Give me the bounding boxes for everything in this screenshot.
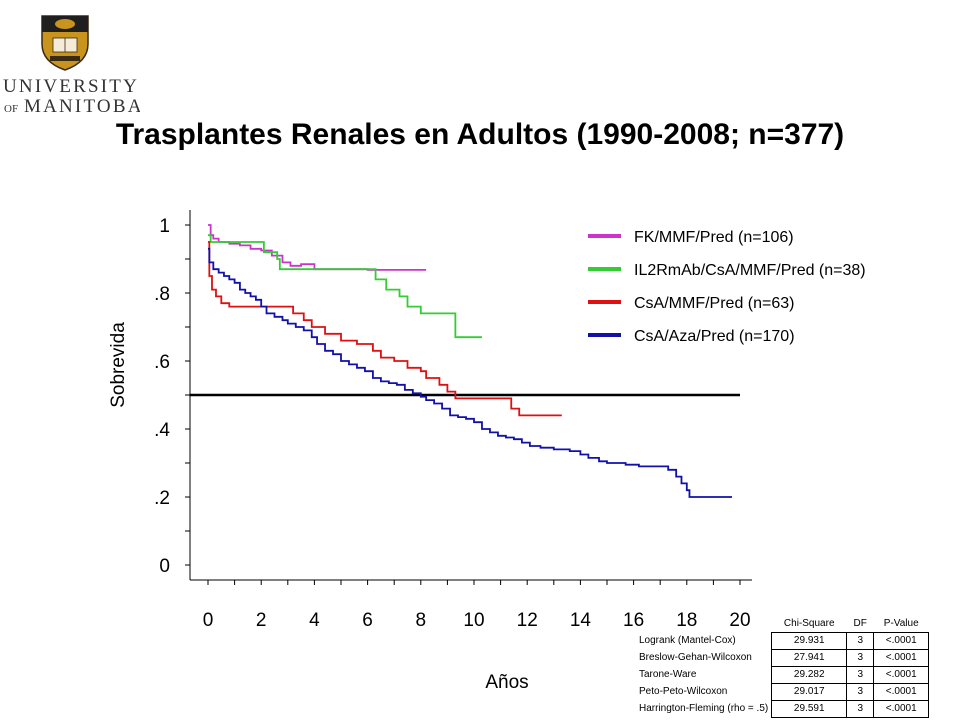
y-tick-label: .2: [154, 488, 170, 509]
stats-test-name: Breslow-Gehan-Wilcoxon: [639, 652, 752, 663]
legend-label: IL2RmAb/CsA/MMF/Pred (n=38): [634, 262, 866, 279]
y-tick-label: .8: [154, 284, 170, 305]
legend-label: CsA/MMF/Pred (n=63): [634, 295, 794, 312]
stats-header-chi: Chi-Square: [783, 618, 835, 629]
stats-df: 3: [846, 632, 875, 650]
stats-header-p: P-Value: [883, 618, 919, 629]
chart-series: [208, 224, 733, 498]
x-axis-label: Años: [485, 672, 528, 693]
stats-test-name: Tarone-Ware: [639, 669, 697, 680]
x-tick-label: 18: [676, 610, 697, 631]
stats-test-name: Peto-Peto-Wilcoxon: [639, 686, 728, 697]
chart-axes: 0.2.4.6.810 2 4 6 8 10 12 14 16 18 20: [154, 210, 752, 631]
stats-row: Tarone-Ware 29.282 3 <.0001: [636, 666, 930, 684]
stats-chi-square: 27.941: [771, 649, 848, 667]
y-tick-label: 1: [159, 216, 170, 237]
x-tick-label: 12: [517, 610, 538, 631]
logo-line2a: OF: [4, 103, 18, 115]
chart-legend: FK/MMF/Pred (n=106) IL2RmAb/CsA/MMF/Pred …: [588, 229, 866, 345]
stats-p-value: <.0001: [873, 700, 930, 718]
y-tick-label: .6: [154, 352, 170, 373]
series-line-3: [208, 247, 733, 498]
stats-chi-square: 29.931: [771, 632, 848, 650]
y-tick-label: .4: [154, 420, 170, 441]
logo-line1: UNIVERSITY: [3, 76, 139, 97]
logo-line2b: MANITOBA: [24, 96, 140, 117]
stats-p-value: <.0001: [873, 649, 930, 667]
y-axis-label: Sobrevida: [108, 322, 129, 408]
x-tick-label: 4: [309, 610, 320, 631]
series-line-2: [208, 241, 562, 417]
stats-test-name: Logrank (Mantel-Cox): [639, 635, 736, 646]
stats-chi-square: 29.017: [771, 683, 848, 701]
stats-df: 3: [846, 666, 875, 684]
stats-p-value: <.0001: [873, 632, 930, 650]
stats-p-value: <.0001: [873, 666, 930, 684]
x-tick-label: 0: [203, 610, 214, 631]
stats-chi-square: 29.282: [771, 666, 848, 684]
stats-df: 3: [846, 649, 875, 667]
x-tick-label: 16: [623, 610, 644, 631]
stats-test-name: Harrington-Fleming (rho = .5): [639, 703, 769, 714]
stats-header-df: DF: [853, 618, 867, 629]
x-tick-label: 20: [729, 610, 750, 631]
stats-chi-square: 29.591: [771, 700, 848, 718]
stats-header-row: Chi-Square DF P-Value: [636, 616, 929, 633]
x-tick-label: 14: [570, 610, 592, 631]
stats-row: Breslow-Gehan-Wilcoxon 27.941 3 <.0001: [636, 649, 930, 667]
stats-df: 3: [846, 683, 875, 701]
x-tick-label: 10: [463, 610, 484, 631]
stats-p-value: <.0001: [873, 683, 930, 701]
page-title: Trasplantes Renales en Adultos (1990-200…: [115, 118, 845, 151]
statistics-table: Chi-Square DF P-Value Logrank (Mantel-Co…: [636, 616, 930, 718]
legend-label: CsA/Aza/Pred (n=170): [634, 328, 795, 345]
stats-row: Peto-Peto-Wilcoxon 29.017 3 <.0001: [636, 683, 930, 701]
series-line-1: [208, 234, 482, 339]
legend-label: FK/MMF/Pred (n=106): [634, 229, 794, 246]
stats-df: 3: [846, 700, 875, 718]
university-shield-icon: [41, 15, 89, 71]
x-tick-label: 6: [362, 610, 373, 631]
x-tick-label: 2: [256, 610, 267, 631]
y-tick-label: 0: [159, 556, 170, 577]
university-logo: UNIVERSITY OF MANITOBA: [3, 15, 140, 117]
x-tick-label: 8: [416, 610, 427, 631]
stats-row: Logrank (Mantel-Cox) 29.931 3 <.0001: [636, 632, 930, 650]
series-line-0: [208, 224, 427, 271]
stats-row: Harrington-Fleming (rho = .5) 29.591 3 <.00…: [636, 700, 930, 718]
